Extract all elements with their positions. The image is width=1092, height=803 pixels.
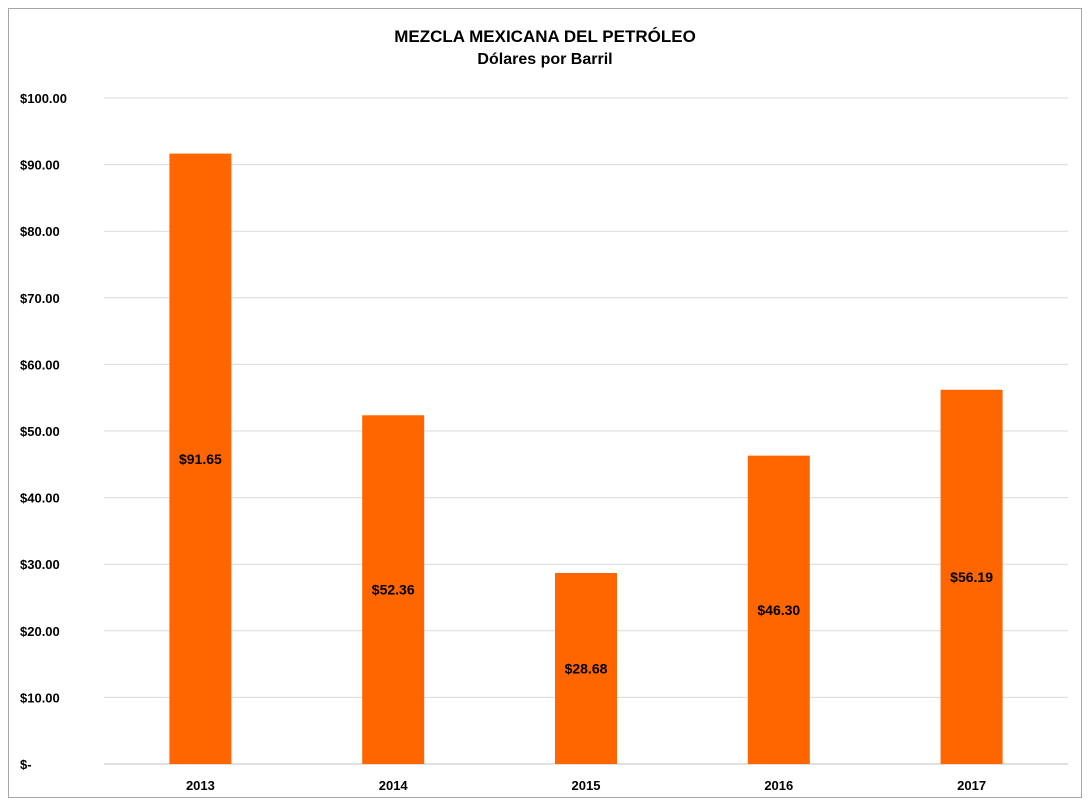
data-label: $52.36 xyxy=(372,582,415,598)
y-tick-label: $30.00 xyxy=(20,557,60,572)
y-tick-label: $- xyxy=(20,757,32,772)
y-tick-label: $50.00 xyxy=(20,424,60,439)
data-label: $91.65 xyxy=(179,451,222,467)
chart-subtitle: Dólares por Barril xyxy=(477,51,613,68)
y-tick-label: $100.00 xyxy=(20,91,67,106)
y-tick-label: $90.00 xyxy=(20,158,60,173)
y-tick-label: $60.00 xyxy=(20,357,60,372)
data-label: $28.68 xyxy=(565,660,608,676)
data-label: $46.30 xyxy=(757,602,800,618)
bar-2013 xyxy=(169,153,232,765)
y-tick-label: $80.00 xyxy=(20,224,60,239)
data-label: $56.19 xyxy=(950,569,993,585)
y-tick-label: $40.00 xyxy=(20,491,60,506)
y-tick-label: $20.00 xyxy=(20,624,60,639)
chart-title: MEZCLA MEXICANA DEL PETRÓLEO xyxy=(394,27,696,46)
x-tick-label: 2016 xyxy=(764,778,793,793)
y-axis-tick-labels: $- $10.00 $20.00 $30.00 $40.00 $50.00 $60.00 $7… xyxy=(20,91,67,772)
bar-2014 xyxy=(362,415,425,764)
bar-2016 xyxy=(747,455,810,764)
bar-2015 xyxy=(555,572,617,764)
y-tick-label: $70.00 xyxy=(20,291,60,306)
x-tick-label: 2015 xyxy=(572,778,601,793)
x-tick-label: 2017 xyxy=(957,778,986,793)
x-tick-label: 2013 xyxy=(186,778,215,793)
y-tick-label: $10.00 xyxy=(20,690,60,705)
bar-2017 xyxy=(940,389,1003,764)
bars xyxy=(169,153,1003,765)
data-labels: $91.65 $52.36 $28.68 $46.30 $56.19 xyxy=(179,451,993,677)
x-tick-label: 2014 xyxy=(379,778,409,793)
x-axis-tick-labels: 2013 2014 2015 2016 2017 xyxy=(186,778,986,793)
